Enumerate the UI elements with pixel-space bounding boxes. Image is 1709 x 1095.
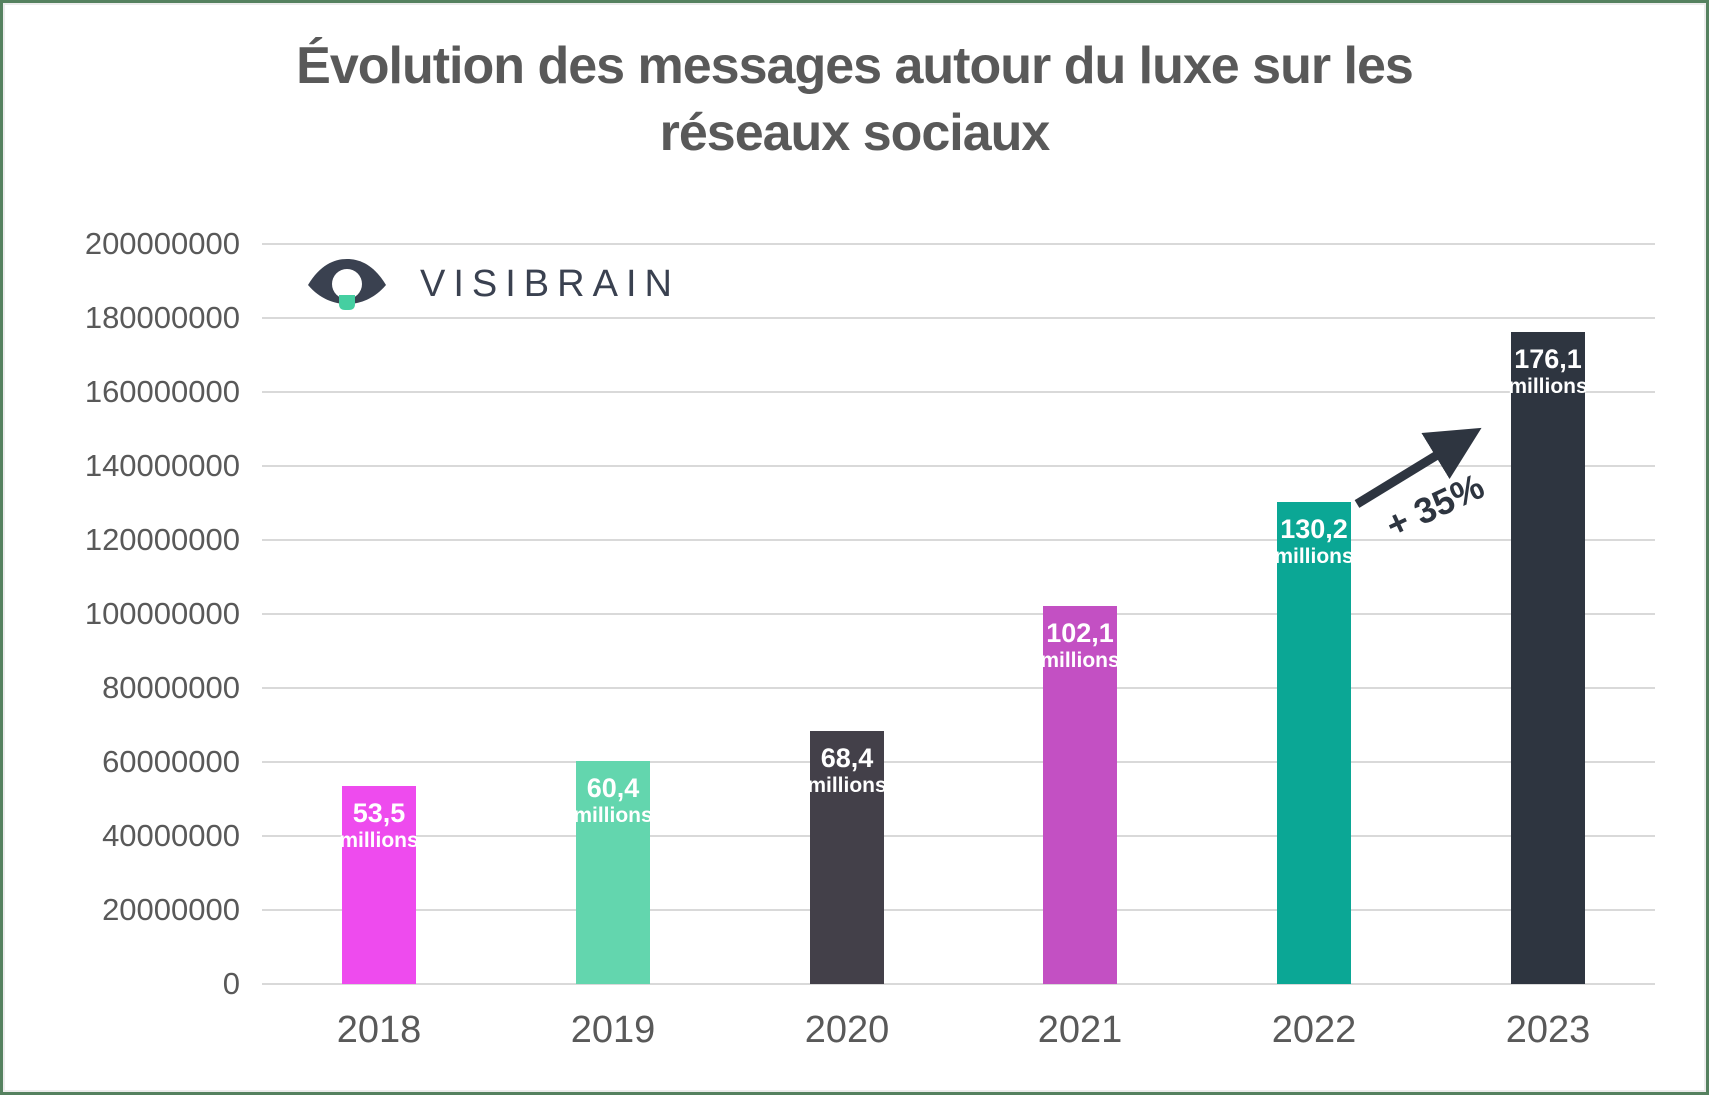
bar-value-label-2019: 60,4 millions	[556, 773, 670, 828]
visibrain-logo: VISIBRAIN	[306, 257, 680, 311]
chart-title-line2: réseaux sociaux	[659, 104, 1051, 162]
bar-2022	[1277, 502, 1351, 984]
y-axis-label: 80000000	[102, 670, 240, 705]
x-axis-label-2019: 2019	[570, 1009, 656, 1051]
bar-value-unit: millions	[1040, 649, 1120, 672]
y-axis-label: 100000000	[84, 596, 240, 631]
chart-title-line1: Évolution des messages autour du luxe su…	[296, 37, 1414, 95]
bar-value-unit: millions	[807, 774, 887, 797]
bar-value-label-2023: 176,1 millions	[1491, 344, 1605, 399]
bar-value-number: 68,4	[820, 743, 874, 773]
bar-value-unit: millions	[1274, 545, 1354, 568]
bar-value-number: 60,4	[586, 773, 640, 803]
gridline-20000000	[262, 909, 1655, 911]
gridline-40000000	[262, 835, 1655, 837]
gridline-120000000	[262, 539, 1655, 541]
y-axis-label: 160000000	[84, 374, 240, 409]
gridline-160000000	[262, 391, 1655, 393]
chart-title: Évolution des messages autour du luxe su…	[3, 33, 1706, 167]
eye-bulb-icon	[306, 257, 388, 311]
bar-2023	[1511, 332, 1585, 984]
y-axis-label: 40000000	[102, 818, 240, 853]
bar-value-label-2021: 102,1 millions	[1023, 618, 1137, 673]
y-axis-label: 120000000	[84, 522, 240, 557]
bar-value-unit: millions	[573, 804, 653, 827]
x-axis-label-2021: 2021	[1037, 1009, 1123, 1051]
gridline-200000000	[262, 243, 1655, 245]
bar-value-number: 102,1	[1046, 618, 1114, 648]
y-axis-label: 140000000	[84, 448, 240, 483]
gridline-100000000	[262, 613, 1655, 615]
y-axis-label: 60000000	[102, 744, 240, 779]
x-axis-label-2018: 2018	[336, 1009, 422, 1051]
gridline-0	[262, 983, 1655, 985]
bar-2020	[810, 731, 884, 984]
bar-value-number: 53,5	[352, 798, 406, 828]
bar-value-label-2022: 130,2 millions	[1257, 514, 1371, 569]
gridline-60000000	[262, 761, 1655, 763]
y-axis-label: 0	[222, 966, 240, 1001]
bar-value-unit: millions	[339, 829, 419, 852]
y-axis-label: 20000000	[102, 892, 240, 927]
bar-value-number: 176,1	[1514, 344, 1582, 374]
x-axis-label-2020: 2020	[804, 1009, 890, 1051]
bar-value-label-2018: 53,5 millions	[322, 798, 436, 853]
x-axis-label-2023: 2023	[1505, 1009, 1591, 1051]
bar-2021	[1043, 606, 1117, 984]
x-axis-label-2022: 2022	[1271, 1009, 1357, 1051]
y-axis-label: 200000000	[84, 226, 240, 261]
bar-value-unit: millions	[1508, 375, 1588, 398]
gridline-140000000	[262, 465, 1655, 467]
gridline-180000000	[262, 317, 1655, 319]
logo-text: VISIBRAIN	[420, 262, 680, 305]
bar-value-number: 130,2	[1280, 514, 1348, 544]
bar-2018	[342, 786, 416, 984]
gridline-80000000	[262, 687, 1655, 689]
y-axis-label: 180000000	[84, 300, 240, 335]
growth-annotation: + 35%	[1379, 465, 1491, 546]
bar-value-label-2020: 68,4 millions	[790, 743, 904, 798]
bar-2019	[576, 761, 650, 984]
